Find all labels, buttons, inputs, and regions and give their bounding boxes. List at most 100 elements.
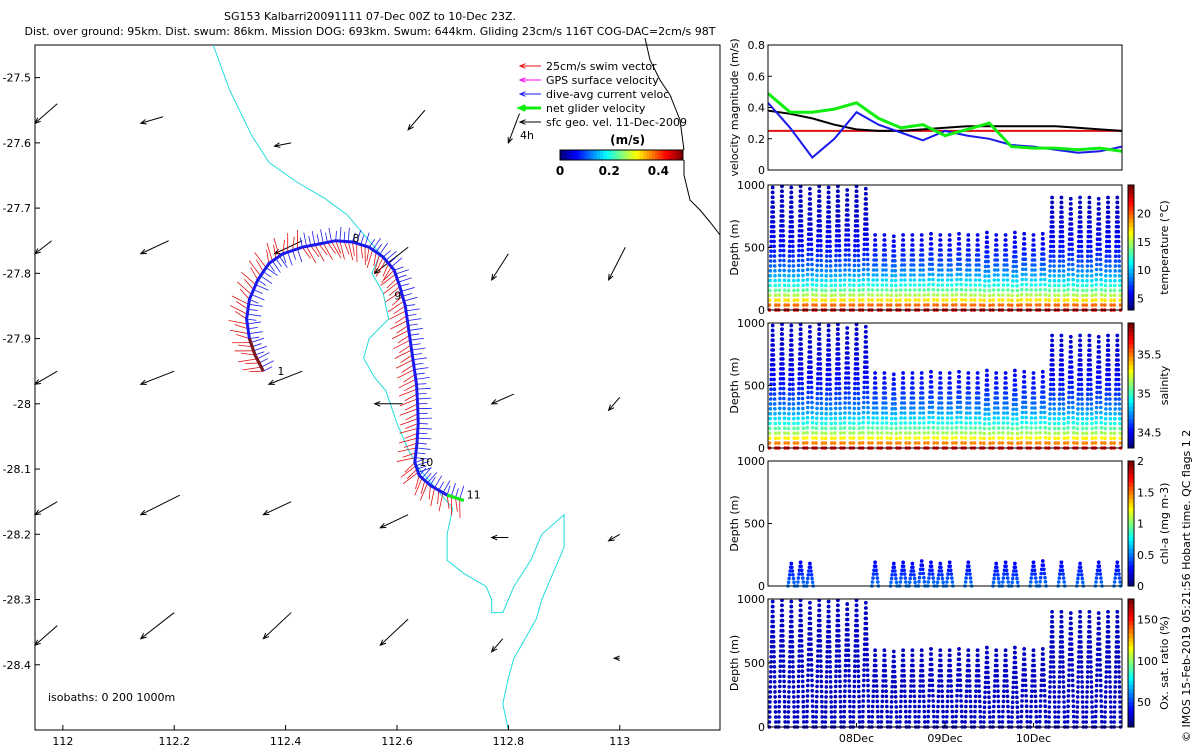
profile-point (820, 293, 824, 297)
profile-point (808, 601, 812, 605)
profile-point (1058, 249, 1062, 254)
profile-point (816, 238, 820, 243)
profile-point (939, 391, 943, 395)
profile-point (870, 293, 875, 297)
swim-vector (241, 271, 256, 286)
profile-point (824, 685, 829, 689)
profile-point (1113, 283, 1117, 288)
profile-point (1070, 247, 1074, 252)
profile-point (918, 571, 922, 576)
profile-point (1051, 239, 1056, 244)
panel-colorbar-cell (1128, 356, 1134, 361)
profile-point (847, 684, 852, 688)
profile-point (809, 380, 814, 385)
profile-point (828, 382, 832, 387)
profile-point (918, 689, 922, 693)
profile-point (780, 623, 785, 628)
profile-point (875, 421, 880, 425)
colorbar-cell (563, 150, 567, 160)
profile-point (993, 401, 997, 405)
profile-point (985, 250, 990, 254)
profile-point (997, 293, 1001, 297)
y-tick-label: 0.2 (748, 133, 766, 146)
profile-point (917, 431, 921, 435)
profile-point (782, 416, 787, 421)
geo-arrow (34, 103, 58, 125)
profile-point (1059, 205, 1064, 210)
panel-colorbar-cell (1128, 414, 1134, 420)
profile-point (958, 683, 963, 688)
profile-point (836, 613, 841, 618)
profile-point (773, 436, 778, 441)
profile-point (870, 715, 875, 719)
profile-point (834, 664, 838, 668)
profile-point (874, 263, 879, 267)
profile-point (856, 669, 861, 673)
profile-point (828, 244, 832, 249)
profile-point (872, 263, 876, 267)
profile-point (777, 273, 782, 278)
profile-point (801, 298, 806, 302)
profile-point (846, 648, 851, 652)
profile-point (950, 293, 955, 297)
profile-point (810, 694, 815, 698)
profile-point (922, 298, 927, 302)
profile-point (1013, 388, 1018, 392)
profile-point (801, 421, 805, 426)
profile-point (842, 699, 847, 704)
profile-point (894, 431, 899, 436)
profile-point (800, 248, 805, 253)
panel-y-label: Depth (m) (728, 219, 741, 275)
profile-point (867, 714, 871, 719)
swim-vector (393, 305, 406, 315)
profile-point (865, 375, 869, 380)
geo-arrow-shaft (140, 240, 169, 255)
panel-colorbar-cell (1128, 398, 1134, 403)
profile-point (1097, 360, 1102, 364)
profile-point (1076, 402, 1080, 406)
profile-point (787, 392, 792, 396)
profile-point (1049, 239, 1053, 244)
profile-point (864, 330, 868, 334)
profile-point (782, 689, 787, 694)
profile-point (781, 224, 785, 228)
profile-point (1019, 436, 1024, 440)
profile-point (856, 248, 860, 253)
current-vector (303, 232, 307, 247)
profile-point (991, 709, 996, 714)
profile-point (964, 572, 969, 576)
geo-arrow (34, 625, 58, 647)
profile-point (839, 715, 843, 719)
profile-point (959, 277, 963, 282)
profile-point (963, 709, 968, 714)
profile-point (901, 663, 906, 668)
colorbar-cell (661, 150, 666, 160)
profile-point (948, 653, 952, 658)
profile-point (1088, 353, 1092, 357)
profile-point (894, 436, 899, 441)
profile-point (856, 659, 860, 663)
profile-point (893, 406, 898, 411)
profile-point (899, 406, 904, 410)
profile-point (1051, 377, 1056, 382)
profile-point (992, 694, 997, 699)
profile-point (832, 441, 837, 445)
profile-point (791, 254, 795, 258)
profile-point (966, 243, 971, 247)
profile-point (772, 254, 777, 258)
profile-point (1089, 402, 1094, 406)
profile-point (1107, 239, 1112, 244)
profile-point (819, 689, 824, 694)
profile-point (976, 253, 981, 257)
current-vector (408, 323, 418, 326)
profile-point (780, 327, 784, 332)
profile-point (772, 397, 777, 401)
profile-point (939, 258, 944, 262)
profile-point (834, 263, 838, 268)
profile-point (920, 668, 925, 673)
profile-point (856, 674, 861, 679)
profile-point (963, 715, 968, 719)
profile-point (838, 263, 842, 268)
profile-point (857, 694, 861, 699)
profile-point (926, 287, 931, 292)
